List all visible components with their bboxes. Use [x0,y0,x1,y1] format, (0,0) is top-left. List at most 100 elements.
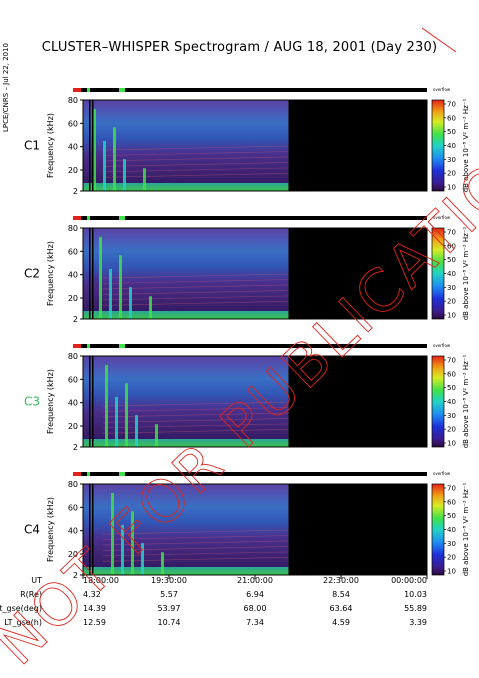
harmonic-line [102,423,289,429]
y-tick-label: 2 [73,571,78,580]
ephemeris-row-label: Lat_gse(deg) [0,604,42,613]
colorbar-tick-label: 70 [447,357,456,365]
y-tick-label: 60 [68,503,78,512]
low-freq-band [83,567,289,575]
harmonic-line [102,401,289,407]
no-data-region [288,228,427,319]
y-tick-label: 80 [68,96,78,105]
y-tick-label: 40 [68,271,78,280]
emission-burst [149,296,152,319]
y-axis-label: Frequency (kHz) [46,497,55,562]
panel-c1: overflow 80 60 40 20 2 Frequency (kHz) C1 70 60 50… [24,87,470,196]
data-gap [92,484,94,575]
y-tick-label: 2 [73,443,78,452]
ephemeris-value: 63.64 [330,604,353,613]
ephemeris-row-label: UT [31,576,42,585]
colorbar-tick-label: 40 [447,398,456,406]
ephemeris-value: 4.32 [83,590,101,599]
status-bar [73,88,427,92]
status-bar [73,472,427,476]
panel-label: C3 [24,395,40,409]
ephemeris-value: 68.00 [244,604,267,613]
no-data-region [288,484,427,575]
colorbar-label: dB above 10⁻⁸ V² m⁻² Hz⁻¹ [462,99,470,193]
ephemeris-value: 12.59 [83,618,106,627]
overflow-label: overflow [433,471,451,476]
colorbar-tick-label: 30 [447,540,456,548]
low-freq-band [83,311,289,319]
y-tick-label: 80 [68,224,78,233]
y-tick-label: 20 [68,294,78,303]
colorbar-tick-label: 50 [447,512,456,520]
y-tick-label: 60 [68,375,78,384]
colorbar-tick-label: 30 [447,156,456,164]
status-segment [87,472,90,476]
status-segment [87,88,90,92]
status-segment [119,216,125,220]
harmonic-line [102,156,289,162]
y-tick-label: 40 [68,143,78,152]
ephemeris-value: 6.94 [246,590,264,599]
colorbar-tick-label: 60 [447,370,456,378]
colorbar-tick-label: 10 [447,184,456,192]
status-segment [119,88,125,92]
emission-burst [93,109,96,191]
status-segment [73,344,81,348]
y-tick-label: 40 [68,399,78,408]
data-gap [89,228,91,319]
y-tick-label: 80 [68,352,78,361]
ephemeris-value: 8.54 [332,590,350,599]
colorbar-tick-label: 40 [447,142,456,150]
colorbar-tick-label: 60 [447,114,456,122]
emission-burst [105,365,108,447]
y-tick-label: 2 [73,315,78,324]
colorbar-tick-label: 20 [447,554,456,562]
y-axis-label: Frequency (kHz) [46,241,55,306]
colorbar-tick-label: 40 [447,270,456,278]
ephemeris-row-label: R(Re) [20,590,42,599]
ephemeris-value: 18:00:00 [83,576,119,585]
colorbar-tick-label: 30 [447,284,456,292]
emission-burst [123,159,126,191]
y-tick-label: 60 [68,247,78,256]
y-tick-label: 60 [68,119,78,128]
panel-c4: overflow 80 60 40 20 2 Frequency (kHz) C4 70 60 50… [24,471,470,580]
y-axis-label: Frequency (kHz) [46,369,55,434]
colorbar-tick-label: 20 [447,170,456,178]
colorbar-label: dB above 10⁻⁸ V² m⁻² Hz⁻¹ [462,483,470,577]
emission-burst [113,127,116,191]
plot-frame [82,355,428,448]
status-segment [119,472,125,476]
status-segment [119,344,125,348]
colorbar-tick-label: 40 [447,526,456,534]
harmonic-line [102,151,289,156]
harmonic-line [102,145,289,151]
colorbar-tick-label: 70 [447,485,456,493]
y-tick-label: 20 [68,550,78,559]
y-tick-label: 80 [68,480,78,489]
emission-burst [115,396,118,447]
y-tick-label: 2 [73,187,78,196]
ephemeris-value: 14.39 [83,604,106,613]
data-gap [89,100,91,191]
panel-c2: overflow 80 60 40 20 2 Frequency (kHz) C2 70 60 50… [24,215,470,324]
data-gap [92,100,94,191]
ephemeris-value: 55.89 [404,604,427,613]
status-bar [73,216,427,220]
harmonic-line [102,295,289,301]
emission-burst [125,383,128,447]
ephemeris-value: 10.74 [158,618,181,627]
data-gap [92,228,94,319]
y-axis-label: Frequency (kHz) [46,113,55,178]
colorbar-tick-label: 50 [447,384,456,392]
ephemeris-value: 3.39 [409,618,427,627]
low-freq-band [83,183,289,191]
emission-burst [121,524,124,575]
emission-burst [129,287,132,319]
colorbar-tick-label: 50 [447,256,456,264]
harmonic-line [102,418,289,423]
data-gap [89,356,91,447]
emission-burst [161,552,164,575]
stamp-stroke [421,27,457,53]
